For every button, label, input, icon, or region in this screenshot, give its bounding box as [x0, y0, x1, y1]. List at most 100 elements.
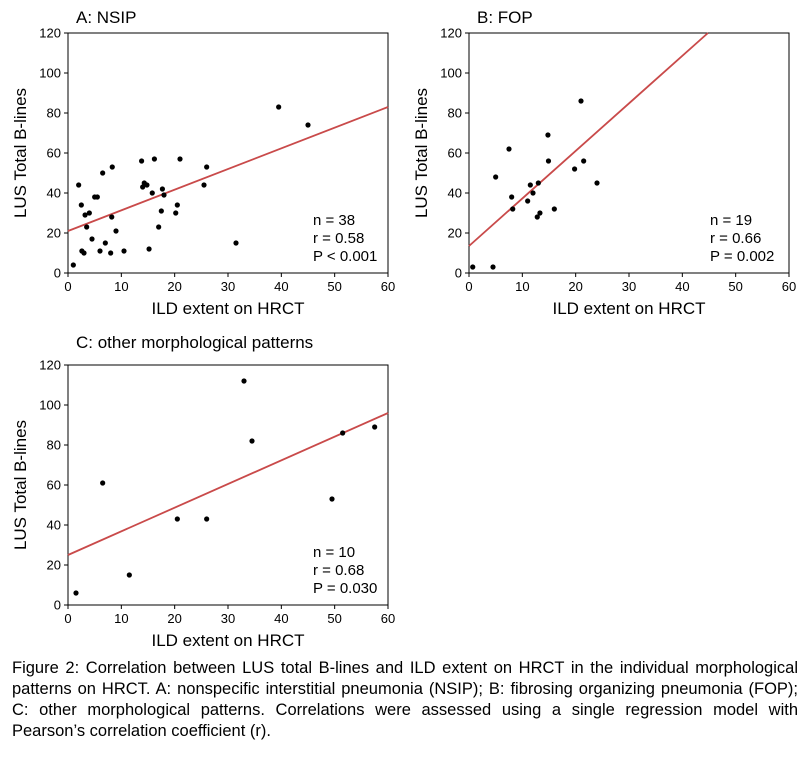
panel-title: C: other morphological patterns — [76, 333, 313, 352]
scatter-panel-1: A: NSIP 0 10 20 30 40 50 60 0 20 40 60 80 100 120 ILD e… — [11, 8, 395, 318]
y-tick-label: 100 — [440, 66, 462, 81]
y-tick-label: 0 — [54, 266, 61, 281]
figure-caption: Figure 2: Correlation between LUS total … — [12, 659, 798, 740]
x-tick-label: 30 — [221, 611, 235, 626]
y-tick-label: 80 — [47, 106, 61, 121]
y-tick-label: 40 — [47, 186, 61, 201]
y-tick-label: 20 — [47, 558, 61, 573]
data-point — [102, 240, 108, 246]
x-tick-label: 10 — [114, 279, 128, 294]
x-tick-label: 40 — [274, 279, 288, 294]
stat-annotation: n = 38 — [313, 212, 355, 229]
data-point — [537, 210, 543, 216]
y-tick-label: 60 — [47, 146, 61, 161]
x-tick-label: 50 — [728, 279, 742, 294]
data-point — [86, 210, 92, 216]
x-tick-label: 40 — [274, 611, 288, 626]
x-tick-label: 50 — [327, 611, 341, 626]
y-tick-label: 120 — [440, 26, 462, 41]
y-tick-label: 0 — [54, 598, 61, 613]
data-point — [173, 210, 179, 216]
x-axis-label: ILD extent on HRCT — [151, 631, 304, 650]
y-axis-label: LUS Total B-lines — [11, 88, 30, 218]
data-point — [551, 206, 557, 212]
y-axis-label: LUS Total B-lines — [11, 420, 30, 550]
x-tick-label: 60 — [381, 611, 395, 626]
data-point — [241, 378, 247, 384]
y-tick-label: 40 — [448, 186, 462, 201]
stat-annotation: r = 0.58 — [313, 230, 364, 247]
x-tick-label: 30 — [622, 279, 636, 294]
data-point — [470, 264, 476, 270]
data-point — [581, 158, 587, 164]
data-point — [174, 202, 180, 208]
data-point — [100, 480, 106, 486]
y-tick-label: 80 — [448, 106, 462, 121]
data-point — [594, 180, 600, 186]
data-point — [249, 438, 255, 444]
y-tick-label: 120 — [39, 358, 61, 373]
data-point — [174, 516, 180, 522]
data-point — [527, 182, 533, 188]
data-point — [329, 496, 335, 502]
x-axis-label: ILD extent on HRCT — [552, 299, 705, 318]
data-point — [545, 158, 552, 164]
data-point — [158, 208, 164, 214]
data-point — [530, 190, 536, 196]
stat-annotation: n = 19 — [710, 212, 752, 229]
data-point — [140, 184, 146, 190]
y-tick-label: 120 — [39, 26, 61, 41]
stat-annotation: P < 0.001 — [313, 248, 377, 265]
data-point — [525, 198, 531, 204]
y-tick-label: 60 — [448, 146, 462, 161]
data-point — [73, 590, 79, 596]
data-point — [161, 192, 167, 198]
y-tick-label: 40 — [47, 518, 61, 533]
data-point — [97, 248, 103, 254]
x-tick-label: 0 — [64, 611, 71, 626]
stat-annotation: P = 0.030 — [313, 580, 377, 597]
y-tick-label: 100 — [39, 398, 61, 413]
data-point — [545, 132, 551, 138]
x-tick-label: 20 — [568, 279, 582, 294]
data-point — [340, 430, 346, 436]
data-point — [204, 164, 210, 170]
panel-title: B: FOP — [477, 8, 533, 27]
data-point — [510, 206, 516, 212]
data-point — [151, 156, 157, 162]
data-point — [139, 158, 145, 164]
data-point — [535, 180, 541, 186]
data-point — [372, 424, 378, 430]
data-point — [509, 194, 515, 200]
data-point — [81, 250, 87, 256]
stat-annotation: n = 10 — [313, 544, 355, 561]
scatter-panel-3: C: other morphological patterns 0 10 20 30 40… — [11, 333, 395, 650]
x-axis-label: ILD extent on HRCT — [151, 299, 304, 318]
data-point — [177, 156, 183, 162]
data-point — [76, 182, 82, 188]
regression-line — [67, 412, 389, 556]
stat-annotation: P = 0.002 — [710, 248, 774, 265]
y-tick-label: 20 — [47, 226, 61, 241]
data-point — [82, 212, 88, 218]
data-point — [572, 166, 578, 172]
data-point — [113, 228, 119, 234]
data-point — [149, 190, 155, 196]
data-point — [109, 164, 115, 170]
x-tick-label: 10 — [515, 279, 529, 294]
x-tick-label: 60 — [782, 279, 796, 294]
data-point — [578, 98, 584, 104]
data-point — [506, 146, 512, 152]
x-tick-label: 50 — [327, 279, 341, 294]
data-point — [121, 248, 127, 254]
data-point — [146, 246, 152, 252]
y-tick-label: 0 — [455, 266, 462, 281]
y-axis-label: LUS Total B-lines — [412, 88, 431, 218]
data-point — [126, 572, 132, 578]
y-tick-label: 20 — [448, 226, 462, 241]
x-tick-label: 0 — [64, 279, 71, 294]
regression-line — [468, 32, 709, 247]
data-point — [84, 224, 90, 230]
x-tick-label: 10 — [114, 611, 128, 626]
